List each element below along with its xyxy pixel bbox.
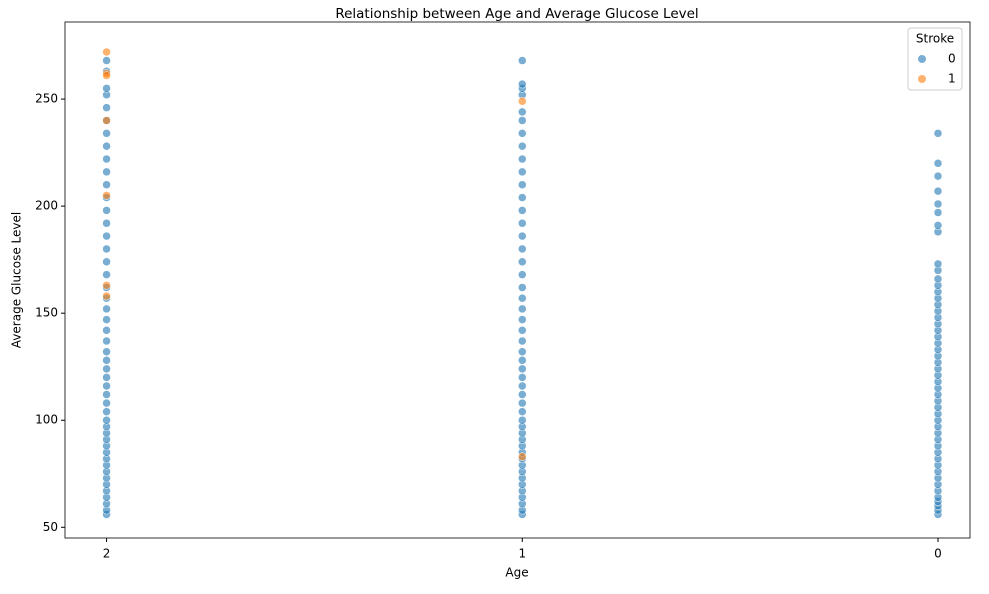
plot-frame [64,21,971,539]
point [933,221,943,230]
point [518,293,527,303]
point [518,452,527,461]
point [518,141,527,151]
point [102,304,111,314]
y-tick-label: 150 [35,306,58,320]
point [518,193,527,202]
point [518,356,527,365]
y-axis-label: Average Glucose Level [10,212,24,348]
point [102,47,111,57]
point [518,283,527,292]
point [518,270,527,279]
point [102,364,111,374]
point [102,381,111,391]
point [518,326,527,335]
y-tick-label: 200 [35,199,58,213]
x-axis-label: Age [505,566,528,580]
point [102,103,111,112]
point [102,219,111,228]
point [518,257,527,267]
legend: Stroke 0 1 [907,27,963,91]
point [933,259,943,269]
legend-label: 0 [948,52,956,66]
point [102,154,111,164]
legend-marker [918,55,926,63]
point [102,116,111,125]
point [102,326,111,335]
point [933,129,943,138]
point [518,390,527,399]
point [933,171,943,181]
point [102,71,111,80]
point [518,304,527,314]
point [933,208,943,217]
x-tick-label: 0 [934,547,942,561]
point [518,129,527,138]
legend-marker [918,75,926,83]
point [102,84,111,93]
point [518,398,527,408]
y-tick-label: 50 [43,520,58,534]
point [518,56,527,65]
point [933,159,943,168]
point [933,186,943,196]
point [102,390,111,399]
point [518,180,527,189]
point [518,231,527,241]
point [102,336,111,346]
point [102,206,111,215]
point [102,129,111,138]
point [102,407,111,416]
point [102,281,111,290]
chart-title: Relationship between Age and Average Glu… [335,6,698,22]
point [102,415,111,425]
point [102,270,111,279]
point [102,291,111,301]
point [518,206,527,215]
point [518,154,527,164]
point [102,315,111,324]
point [518,167,527,177]
point [102,180,111,189]
legend-label: 1 [948,72,956,86]
point [102,141,111,151]
point [518,347,527,356]
point [518,336,527,346]
x-tick-label: 1 [518,547,526,561]
point [102,373,111,382]
point [518,415,527,425]
legend-title: Stroke [916,32,954,46]
point [102,347,111,356]
point [518,107,527,117]
point [102,231,111,241]
y-tick-label: 100 [35,413,58,427]
point [933,274,943,284]
point [102,257,111,267]
point [518,116,527,125]
x-tick-label: 2 [103,547,111,561]
point [933,199,943,209]
point [102,398,111,408]
point [518,79,527,89]
point [102,167,111,177]
point [518,244,527,254]
y-tick-label: 250 [35,92,58,106]
point [102,56,111,65]
point [518,96,527,106]
point [518,364,527,374]
point [102,356,111,365]
point [518,373,527,382]
legend-box [907,27,963,91]
point [518,219,527,228]
point [102,244,111,254]
point [518,315,527,324]
point [518,407,527,416]
point [518,381,527,391]
point [102,191,111,200]
